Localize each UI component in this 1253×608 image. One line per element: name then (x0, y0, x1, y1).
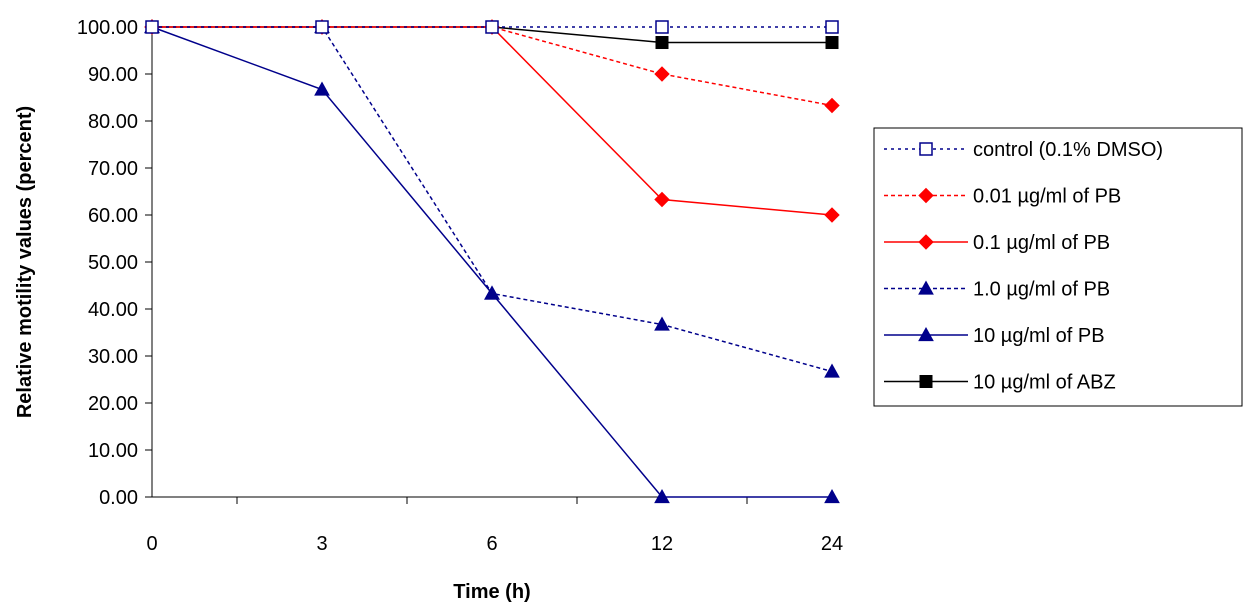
legend-label: 1.0 µg/ml of PB (973, 279, 1110, 301)
y-tick-label: 80.00 (88, 111, 138, 133)
data-point (655, 20, 669, 34)
y-axis-ticks: 0.00 10.00 20.00 30.00 40.00 50.00 60.00 70.00 8… (77, 17, 152, 509)
x-tick-label: 24 (821, 533, 843, 555)
data-point (654, 316, 670, 331)
y-tick-label: 20.00 (88, 393, 138, 415)
y-tick-label: 10.00 (88, 440, 138, 462)
data-point (315, 20, 329, 34)
legend-swatch-marker (919, 142, 933, 156)
data-point (825, 36, 839, 50)
y-tick-label: 100.00 (77, 17, 138, 39)
legend-swatch-marker (918, 326, 934, 342)
data-point (824, 488, 840, 504)
legend-label: 10 µg/ml of PB (973, 325, 1105, 347)
series-line (152, 26, 833, 373)
series-3 (144, 18, 840, 378)
data-point (824, 97, 840, 114)
legend-swatch-marker (918, 234, 934, 250)
x-axis-ticks: 0 3 6 12 24 (146, 497, 843, 555)
x-tick-label: 6 (486, 533, 497, 555)
data-point (485, 20, 499, 34)
y-tick-label: 60.00 (88, 205, 138, 227)
legend-entry: control (0.1% DMSO) (884, 139, 1163, 161)
y-tick-label: 70.00 (88, 158, 138, 180)
data-point (654, 191, 670, 208)
legend-entry: 10 µg/ml of ABZ (884, 372, 1116, 394)
legend-entry: 0.1 µg/ml of PB (884, 232, 1110, 254)
legend-swatch-marker (918, 187, 934, 204)
x-tick-label: 3 (316, 533, 327, 555)
legend-label: 0.1 µg/ml of PB (973, 232, 1110, 254)
series-2 (144, 19, 840, 223)
x-axis-title: Time (h) (453, 581, 530, 603)
y-tick-label: 40.00 (88, 299, 138, 321)
y-tick-label: 0.00 (99, 487, 138, 509)
legend: control (0.1% DMSO) 0.01 µg/ml of PB 0.1 µ… (873, 127, 1243, 407)
y-tick-label: 90.00 (88, 64, 138, 86)
legend-entry: 0.01 µg/ml of PB (884, 186, 1121, 208)
data-point (484, 285, 500, 300)
data-point (145, 20, 159, 34)
data-point (655, 36, 669, 50)
data-point (654, 488, 670, 504)
series-1 (144, 19, 840, 114)
series-line (151, 26, 832, 498)
series-0 (145, 20, 839, 34)
legend-box (873, 127, 1243, 407)
series-line (152, 26, 833, 107)
legend-label: 0.01 µg/ml of PB (973, 186, 1121, 208)
series-4 (144, 18, 840, 504)
legend-swatch-marker (918, 280, 934, 295)
data-point (825, 20, 839, 34)
legend-label: control (0.1% DMSO) (973, 139, 1163, 161)
axes (151, 27, 832, 498)
y-tick-label: 50.00 (88, 252, 138, 274)
x-tick-label: 12 (651, 533, 673, 555)
y-axis-title: Relative motility values (percent) (14, 106, 36, 418)
y-tick-label: 30.00 (88, 346, 138, 368)
data-point (824, 207, 840, 223)
x-tick-label: 0 (146, 533, 157, 555)
data-point (824, 363, 840, 378)
legend-label: 10 µg/ml of ABZ (973, 372, 1116, 394)
data-point (654, 66, 670, 82)
legend-swatch-marker (919, 375, 933, 388)
series-group (144, 18, 840, 504)
legend-entry: 1.0 µg/ml of PB (884, 279, 1110, 301)
legend-entry: 10 µg/ml of PB (884, 325, 1105, 347)
data-point (314, 81, 330, 96)
series-line (152, 26, 833, 216)
